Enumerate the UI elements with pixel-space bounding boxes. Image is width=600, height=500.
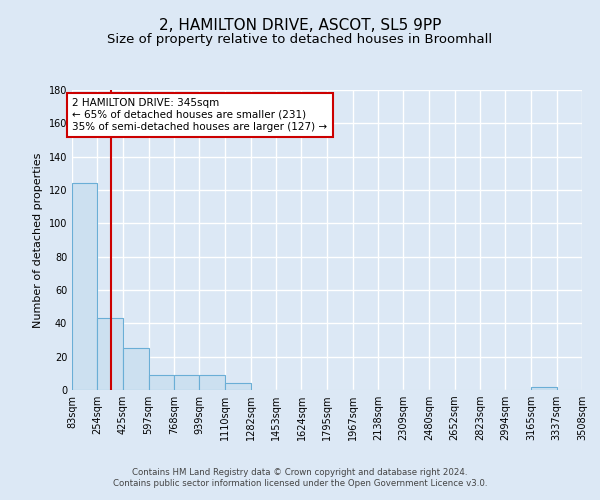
Bar xyxy=(225,384,251,390)
Bar xyxy=(174,375,199,390)
Bar xyxy=(72,184,97,390)
Text: Contains HM Land Registry data © Crown copyright and database right 2024.
Contai: Contains HM Land Registry data © Crown c… xyxy=(113,468,487,487)
Bar xyxy=(149,375,174,390)
Bar xyxy=(97,318,123,390)
Text: 2, HAMILTON DRIVE, ASCOT, SL5 9PP: 2, HAMILTON DRIVE, ASCOT, SL5 9PP xyxy=(159,18,441,32)
Bar xyxy=(531,386,557,390)
Bar xyxy=(123,348,149,390)
Text: Size of property relative to detached houses in Broomhall: Size of property relative to detached ho… xyxy=(107,32,493,46)
Y-axis label: Number of detached properties: Number of detached properties xyxy=(33,152,43,328)
Bar xyxy=(199,375,225,390)
Text: 2 HAMILTON DRIVE: 345sqm
← 65% of detached houses are smaller (231)
35% of semi-: 2 HAMILTON DRIVE: 345sqm ← 65% of detach… xyxy=(72,98,328,132)
